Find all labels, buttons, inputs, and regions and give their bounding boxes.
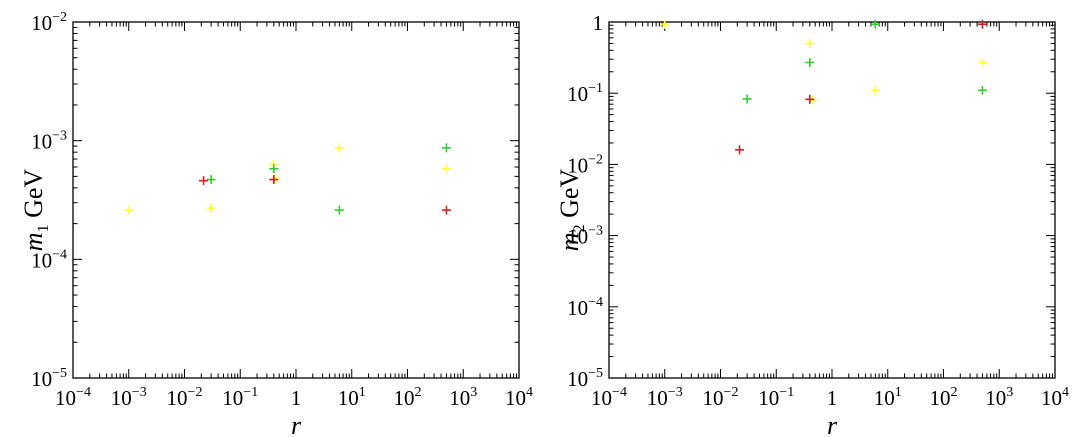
y-tick-label: 10−5 xyxy=(31,366,67,391)
x-tick-label: 10−3 xyxy=(111,385,147,410)
y-axis-label: m1 GeV xyxy=(19,169,52,252)
x-tick-label: 10−1 xyxy=(222,385,258,410)
x-tick-label: 103 xyxy=(985,385,1013,410)
series-1 xyxy=(660,19,987,105)
data-point xyxy=(269,164,279,174)
x-tick-label: 101 xyxy=(874,385,902,410)
x-tick-label: 10−4 xyxy=(55,385,91,410)
x-tick-label: 102 xyxy=(930,385,958,410)
x-tick-label: 10−2 xyxy=(167,385,203,410)
series-3 xyxy=(735,19,987,155)
x-tick-label: 102 xyxy=(394,385,422,410)
data-point xyxy=(206,203,216,213)
data-point xyxy=(870,85,880,95)
data-point xyxy=(441,205,451,215)
data-point xyxy=(660,19,670,29)
data-point xyxy=(441,164,451,174)
x-tick-label: 104 xyxy=(1041,385,1069,410)
chart-panel-2: 10−4 10−3 10−2 10−1 1 101 102 103 10410−510−410−… xyxy=(555,11,1069,437)
y-tick-label: 10−1 xyxy=(567,81,603,106)
data-point xyxy=(124,205,134,215)
x-tick-label: 101 xyxy=(338,385,366,410)
data-point xyxy=(805,38,815,48)
data-point xyxy=(206,175,216,185)
y-tick-label: 10−2 xyxy=(567,152,603,177)
plot-frame xyxy=(608,21,1056,379)
series-3 xyxy=(199,175,451,215)
x-tick-label: 10−2 xyxy=(703,385,739,410)
series-1 xyxy=(124,143,451,215)
y-tick-label: 10−4 xyxy=(31,247,67,272)
y-tick-label: 10−3 xyxy=(31,129,67,154)
y-tick-label: 10−3 xyxy=(567,224,603,249)
y-axis-label: m2 GeV xyxy=(555,169,588,252)
y-tick-label: 10−5 xyxy=(567,366,603,391)
data-point xyxy=(977,19,987,29)
x-tick-label: 104 xyxy=(505,385,533,410)
y-tick-label: 1 xyxy=(593,11,604,35)
series-2 xyxy=(742,19,987,104)
x-tick-label: 10−3 xyxy=(647,385,683,410)
x-tick-label: 1 xyxy=(291,386,302,410)
data-point xyxy=(805,94,815,104)
data-point xyxy=(334,143,344,153)
data-point xyxy=(870,19,880,29)
x-tick-label: 10−1 xyxy=(758,385,794,410)
data-point xyxy=(977,57,987,67)
data-point xyxy=(977,85,987,95)
data-point xyxy=(199,176,209,186)
data-point xyxy=(441,143,451,153)
data-point xyxy=(805,57,815,67)
plot-frame xyxy=(72,21,520,379)
data-point xyxy=(269,175,279,185)
data-point xyxy=(271,173,281,183)
x-tick-label: 103 xyxy=(449,385,477,410)
y-tick-label: 10−4 xyxy=(567,295,603,320)
x-tick-label: 10−4 xyxy=(591,385,627,410)
x-tick-label: 1 xyxy=(827,386,838,410)
chart-panel-1: 10−4 10−3 10−2 10−1 1 101 102 103 10410−510−410−… xyxy=(19,10,533,437)
y-tick-label: 10−2 xyxy=(31,10,67,35)
data-point xyxy=(334,205,344,215)
series-2 xyxy=(206,143,451,215)
x-axis-label: r xyxy=(827,411,838,437)
data-point xyxy=(742,94,752,104)
data-point xyxy=(735,145,745,155)
x-axis-label: r xyxy=(291,411,302,437)
